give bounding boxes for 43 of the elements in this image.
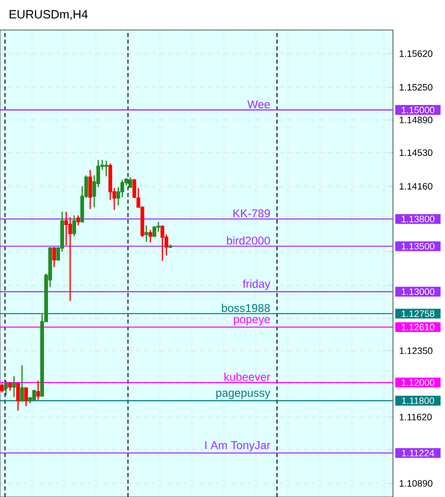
- candlestick: [24, 387, 28, 407]
- y-tick-label: 1.10890: [400, 480, 432, 487]
- y-tick-label: 1.14160: [400, 182, 432, 190]
- ref-line-label: pagepussy: [216, 390, 270, 400]
- ref-line-label: I Am TonyJar: [205, 441, 270, 452]
- text: 1.12758: [402, 310, 434, 317]
- y-tick-label: 1.14530: [400, 149, 432, 156]
- candlestick: [0, 382, 4, 394]
- candlestick: [76, 214, 80, 226]
- y-tick-label: 1.12350: [400, 347, 432, 354]
- candlestick: [52, 246, 56, 268]
- text: 1.13800: [402, 216, 434, 222]
- ref-line-label: boss1988: [222, 304, 270, 312]
- text: 1.11224: [402, 450, 434, 456]
- ref-line-label: KK-789: [234, 209, 270, 218]
- y-tick-label: 1.15620: [400, 50, 432, 57]
- y-tick-label: 1.14890: [400, 116, 432, 124]
- candlestick: [16, 382, 20, 412]
- ref-line-label: bird2000: [227, 236, 270, 245]
- candlestick: [160, 224, 164, 262]
- text: 1.11800: [402, 397, 434, 404]
- candlestick: [88, 169, 92, 210]
- candlestick: [144, 224, 148, 242]
- ref-line-label: kubeever: [224, 372, 270, 381]
- candlestick: [36, 380, 40, 400]
- text: 1.15000: [402, 106, 434, 114]
- text: 1.12610: [402, 324, 434, 330]
- text: 1.12000: [402, 379, 434, 386]
- candlestick: [72, 214, 76, 237]
- y-tick-label: 1.15250: [400, 84, 432, 91]
- candlestick: [148, 229, 152, 244]
- candlestick: [128, 176, 132, 188]
- ref-line-label: popeye: [234, 317, 270, 326]
- ref-line-label: friday: [242, 279, 270, 290]
- ref-line-label: Wee: [247, 100, 270, 108]
- candlestick: [104, 160, 108, 177]
- chart-title: EURUSDm,H4: [10, 10, 88, 20]
- text: 1.13500: [402, 242, 434, 250]
- candlestick: [20, 364, 24, 402]
- candlestick: [4, 380, 8, 396]
- text: 1.13000: [402, 288, 434, 295]
- candlestick: [12, 376, 16, 398]
- y-tick-label: 1.11620: [400, 414, 432, 420]
